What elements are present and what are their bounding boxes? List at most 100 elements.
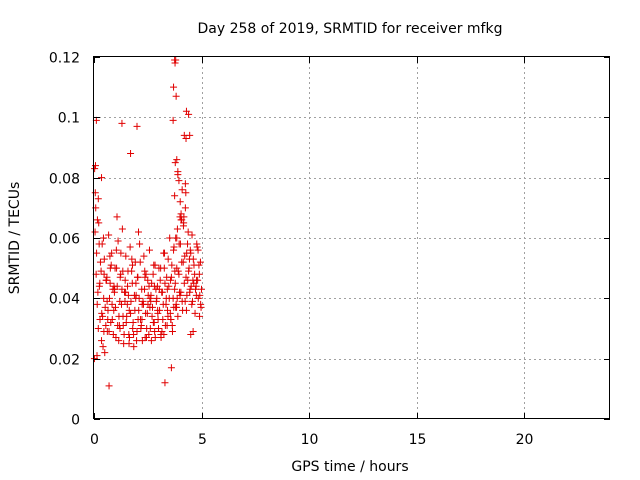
data-point <box>136 240 144 248</box>
data-point <box>135 306 143 314</box>
data-point <box>177 288 185 296</box>
data-point <box>187 331 195 339</box>
data-point <box>171 267 179 275</box>
data-point <box>121 276 129 284</box>
data-point <box>129 325 137 332</box>
data-point <box>149 318 157 326</box>
data-point <box>98 337 106 345</box>
data-point <box>148 312 156 320</box>
data-point <box>115 312 123 320</box>
data-point <box>118 300 126 308</box>
data-point <box>124 282 132 290</box>
data-point <box>174 312 182 320</box>
data-point <box>178 216 186 224</box>
data-point <box>110 306 118 314</box>
data-point <box>171 279 179 287</box>
data-point <box>102 321 110 329</box>
data-point <box>151 328 159 336</box>
data-point <box>164 255 172 263</box>
data-point <box>122 252 130 260</box>
data-point <box>171 285 179 293</box>
data-point <box>119 321 127 329</box>
data-point <box>176 198 184 206</box>
data-point <box>178 258 186 266</box>
data-point <box>146 294 154 302</box>
data-point <box>181 180 189 188</box>
data-point <box>181 204 189 212</box>
data-point <box>94 288 102 296</box>
data-point <box>110 282 118 290</box>
data-point <box>166 234 174 242</box>
data-point <box>118 119 126 127</box>
data-point <box>186 131 194 139</box>
data-point <box>185 264 193 272</box>
data-point <box>171 192 179 200</box>
data-point <box>101 303 109 311</box>
data-point <box>158 328 166 336</box>
data-point <box>100 328 108 336</box>
data-point <box>93 216 101 224</box>
data-point <box>137 325 145 332</box>
data-point <box>114 237 122 245</box>
data-point <box>160 249 168 257</box>
data-point <box>101 349 109 357</box>
data-point <box>169 116 177 124</box>
data-point <box>198 285 205 293</box>
data-point <box>155 325 162 332</box>
data-point <box>165 282 173 290</box>
data-point <box>104 315 112 323</box>
data-point <box>91 228 99 236</box>
data-point <box>188 300 196 308</box>
data-point <box>185 110 193 118</box>
data-point <box>191 270 199 278</box>
plot-frame <box>93 56 610 419</box>
data-point <box>174 168 182 176</box>
data-point <box>185 255 193 263</box>
data-point <box>111 285 119 293</box>
data-point <box>153 294 161 302</box>
data-point <box>194 294 202 302</box>
data-point <box>193 240 201 248</box>
data-point <box>168 321 176 329</box>
data-point <box>125 340 133 348</box>
data-point <box>163 285 171 293</box>
data-point <box>127 150 135 158</box>
data-point <box>143 309 151 317</box>
data-point <box>106 252 114 260</box>
data-point <box>108 249 116 257</box>
data-point <box>117 249 125 257</box>
data-point <box>127 309 135 317</box>
y-tick-label: 0.04 <box>49 292 80 308</box>
axes <box>93 56 610 419</box>
data-point <box>163 273 171 281</box>
data-point <box>112 246 120 254</box>
data-point <box>142 270 150 278</box>
y-tick-label: 0.1 <box>58 111 80 127</box>
data-point <box>130 343 138 351</box>
x-tick-label: 0 <box>90 432 99 448</box>
data-point <box>105 382 113 390</box>
data-point <box>141 273 149 281</box>
data-point <box>167 276 175 284</box>
data-point <box>128 261 136 269</box>
data-point <box>181 252 189 260</box>
data-point <box>112 303 119 311</box>
data-point <box>176 213 184 221</box>
x-tick-label: 10 <box>301 432 319 448</box>
data-point <box>175 177 183 185</box>
data-points <box>90 56 205 390</box>
data-point <box>159 300 167 308</box>
data-point <box>91 189 99 197</box>
data-point <box>161 379 169 387</box>
data-point <box>95 219 103 227</box>
data-point <box>180 279 188 287</box>
data-point <box>91 165 99 173</box>
data-point <box>172 234 180 242</box>
data-point <box>93 300 101 308</box>
y-tick-label: 0.12 <box>49 51 80 67</box>
data-point <box>172 56 180 64</box>
data-point <box>161 321 169 329</box>
data-point <box>133 122 141 130</box>
data-point <box>184 240 192 248</box>
y-tick-label: 0.02 <box>49 353 80 369</box>
